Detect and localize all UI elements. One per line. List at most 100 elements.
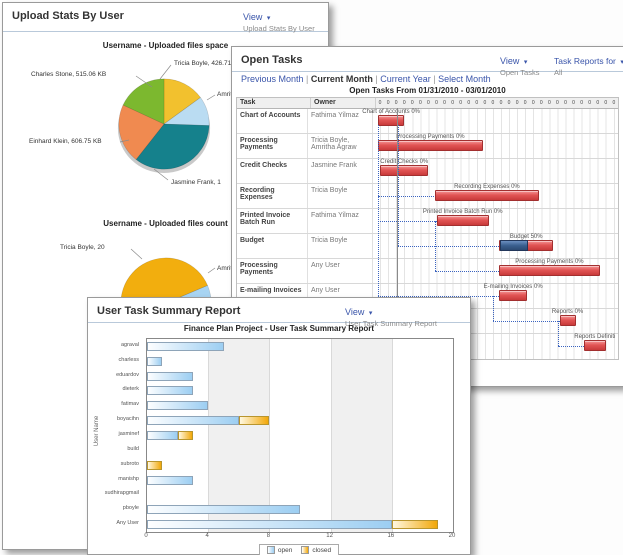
nav-select-month[interactable]: Select Month <box>438 74 491 84</box>
nav-previous-month[interactable]: Previous Month <box>241 74 304 84</box>
category-label: agraval <box>120 341 139 348</box>
upload-stats-view-menu: View ▾ Upload Stats By User <box>243 7 315 34</box>
timeline-day-cell: 0 <box>580 100 583 106</box>
gantt-bar[interactable] <box>499 290 528 301</box>
gantt-bar-label: Reports 0% <box>551 308 584 315</box>
pie-slice <box>163 97 210 126</box>
dependency-line <box>378 125 380 296</box>
task-cell: Recording Expenses <box>240 187 275 201</box>
category-label: pboyle <box>122 505 139 512</box>
timeline-day-cell: 0 <box>515 100 519 106</box>
dependency-line <box>378 295 500 297</box>
gantt-bar[interactable] <box>378 140 483 151</box>
bar-open <box>147 431 178 440</box>
bar-chart-title: Finance Plan Project - User Task Summary… <box>183 324 375 333</box>
bar-open <box>147 520 392 530</box>
gantt-bar[interactable] <box>583 340 606 351</box>
view-menu-selected: User Task Summary Report <box>345 319 437 329</box>
gantt-bar-label: Processing Payments 0% <box>396 133 465 140</box>
bar-open <box>147 386 193 396</box>
open-tasks-header: Open Tasks View ▾ Open Tasks Task Report… <box>232 47 623 77</box>
gantt-bar[interactable] <box>499 240 554 251</box>
chevron-down-icon: ▾ <box>266 15 271 22</box>
category-label: build <box>127 445 139 452</box>
owner-cell: Fathima Yilmaz <box>307 109 372 133</box>
gantt-bar-label: Recording Expenses 0% <box>454 183 520 190</box>
x-tick-label: 4 <box>205 533 209 539</box>
bar-open <box>147 371 193 381</box>
timeline-day-cell: 0 <box>612 100 616 106</box>
plot-band <box>330 339 392 532</box>
bar-open <box>147 401 209 411</box>
gantt-bars-layer: Chart of Accounts 0% Processing Payments … <box>362 108 616 358</box>
plot-band <box>208 339 270 532</box>
owner-cell: Tricia Boyle <box>307 234 372 258</box>
dependency-line <box>398 245 500 247</box>
category-label: fatimav <box>121 401 139 408</box>
chevron-down-icon: ▾ <box>523 59 528 66</box>
gantt-bar-label: Processing Payments 0% <box>515 258 584 265</box>
chevron-down-icon: ▾ <box>368 310 373 317</box>
nav-current-year[interactable]: Current Year <box>380 74 431 84</box>
task-cell: E-mailing Invoices <box>240 287 302 294</box>
x-axis-ticks: 0 4 8 12 16 20 <box>144 533 455 541</box>
view-menu-link[interactable]: View <box>345 307 365 317</box>
timeline-day-cell: 0 <box>451 100 454 106</box>
pie-chart-files-space <box>117 78 211 173</box>
x-tick-label: 8 <box>266 533 271 539</box>
legend-item-open: open <box>266 546 293 554</box>
pie-slice-label: Jasmine Frank, 1 <box>171 179 221 186</box>
bar-closed <box>147 460 163 470</box>
view-menu-link[interactable]: View <box>243 12 263 22</box>
timeline-day-cell: 0 <box>523 100 527 106</box>
legend-label: open <box>277 546 293 554</box>
gantt-bar-label: Chart of Accounts 0% <box>362 108 420 115</box>
timeline-day-cell: 0 <box>539 100 543 106</box>
pie-slice <box>135 123 210 170</box>
owner-cell: Tricia Boyle <box>307 184 372 208</box>
timeline-day-cell: 0 <box>427 100 430 106</box>
gantt-bar[interactable] <box>436 215 489 226</box>
timeline-day-cell: 0 <box>604 100 608 106</box>
task-reports-for-link[interactable]: Task Reports for <box>554 56 616 66</box>
pie-slice-label: Amrit <box>217 265 233 272</box>
nav-separator: | <box>430 74 439 84</box>
dependency-line <box>493 320 560 322</box>
task-cell: Budget <box>240 237 265 244</box>
x-tick-label: 20 <box>448 533 456 539</box>
task-reports-for-menu: Task Reports for ▾ All <box>554 51 623 78</box>
gantt-bar[interactable] <box>434 190 540 201</box>
category-label: manishp <box>118 475 139 482</box>
open-tasks-view-menu: View ▾ Open Tasks <box>500 51 539 78</box>
gantt-bar-label: Printed Invoice Batch Run 0% <box>422 208 503 215</box>
timeline-day-cell: 0 <box>547 100 551 106</box>
upload-stats-header: Upload Stats By User View ▾ Upload Stats… <box>3 3 328 34</box>
user-task-summary-title: User Task Summary Report <box>97 305 241 317</box>
chevron-down-icon: ▾ <box>620 59 623 66</box>
month-nav: Previous Month | Current Month | Current… <box>241 74 491 84</box>
gantt-bar[interactable] <box>380 165 429 176</box>
bar-open <box>147 505 300 515</box>
y-axis-labels: agraval charless eduardov dieterk fatimav boy… <box>88 338 143 531</box>
bar-open <box>147 416 239 426</box>
gantt-bar[interactable] <box>499 265 600 276</box>
view-menu-selected: Open Tasks <box>500 68 540 78</box>
dependency-line <box>434 270 500 272</box>
dependency-line <box>398 125 400 246</box>
timeline-day-cell: 0 <box>386 100 390 106</box>
nav-current-month[interactable]: Current Month <box>310 74 373 84</box>
task-cell: Processing Payments <box>240 137 278 151</box>
pie-slice-label: Einhard Klein, 606.75 KB <box>29 138 102 145</box>
gantt-bar[interactable] <box>559 315 576 326</box>
timeline-day-cell: 0 <box>467 100 471 106</box>
gantt-bar-label: Reports Definiti <box>574 333 616 340</box>
user-task-summary-header: User Task Summary Report View ▾ User Tas… <box>88 298 470 328</box>
chart-legend: open closed <box>146 541 452 555</box>
view-menu-link[interactable]: View <box>500 56 520 66</box>
owner-cell: Fathima Yilmaz <box>307 209 372 233</box>
owner-cell: Tricia Boyle, Amritha Agraw <box>307 134 372 158</box>
category-label: dieterk <box>122 386 139 393</box>
pie-slice-label: Tricia Boyle, 426.71 K <box>174 60 238 67</box>
gantt-bar[interactable] <box>378 115 405 126</box>
